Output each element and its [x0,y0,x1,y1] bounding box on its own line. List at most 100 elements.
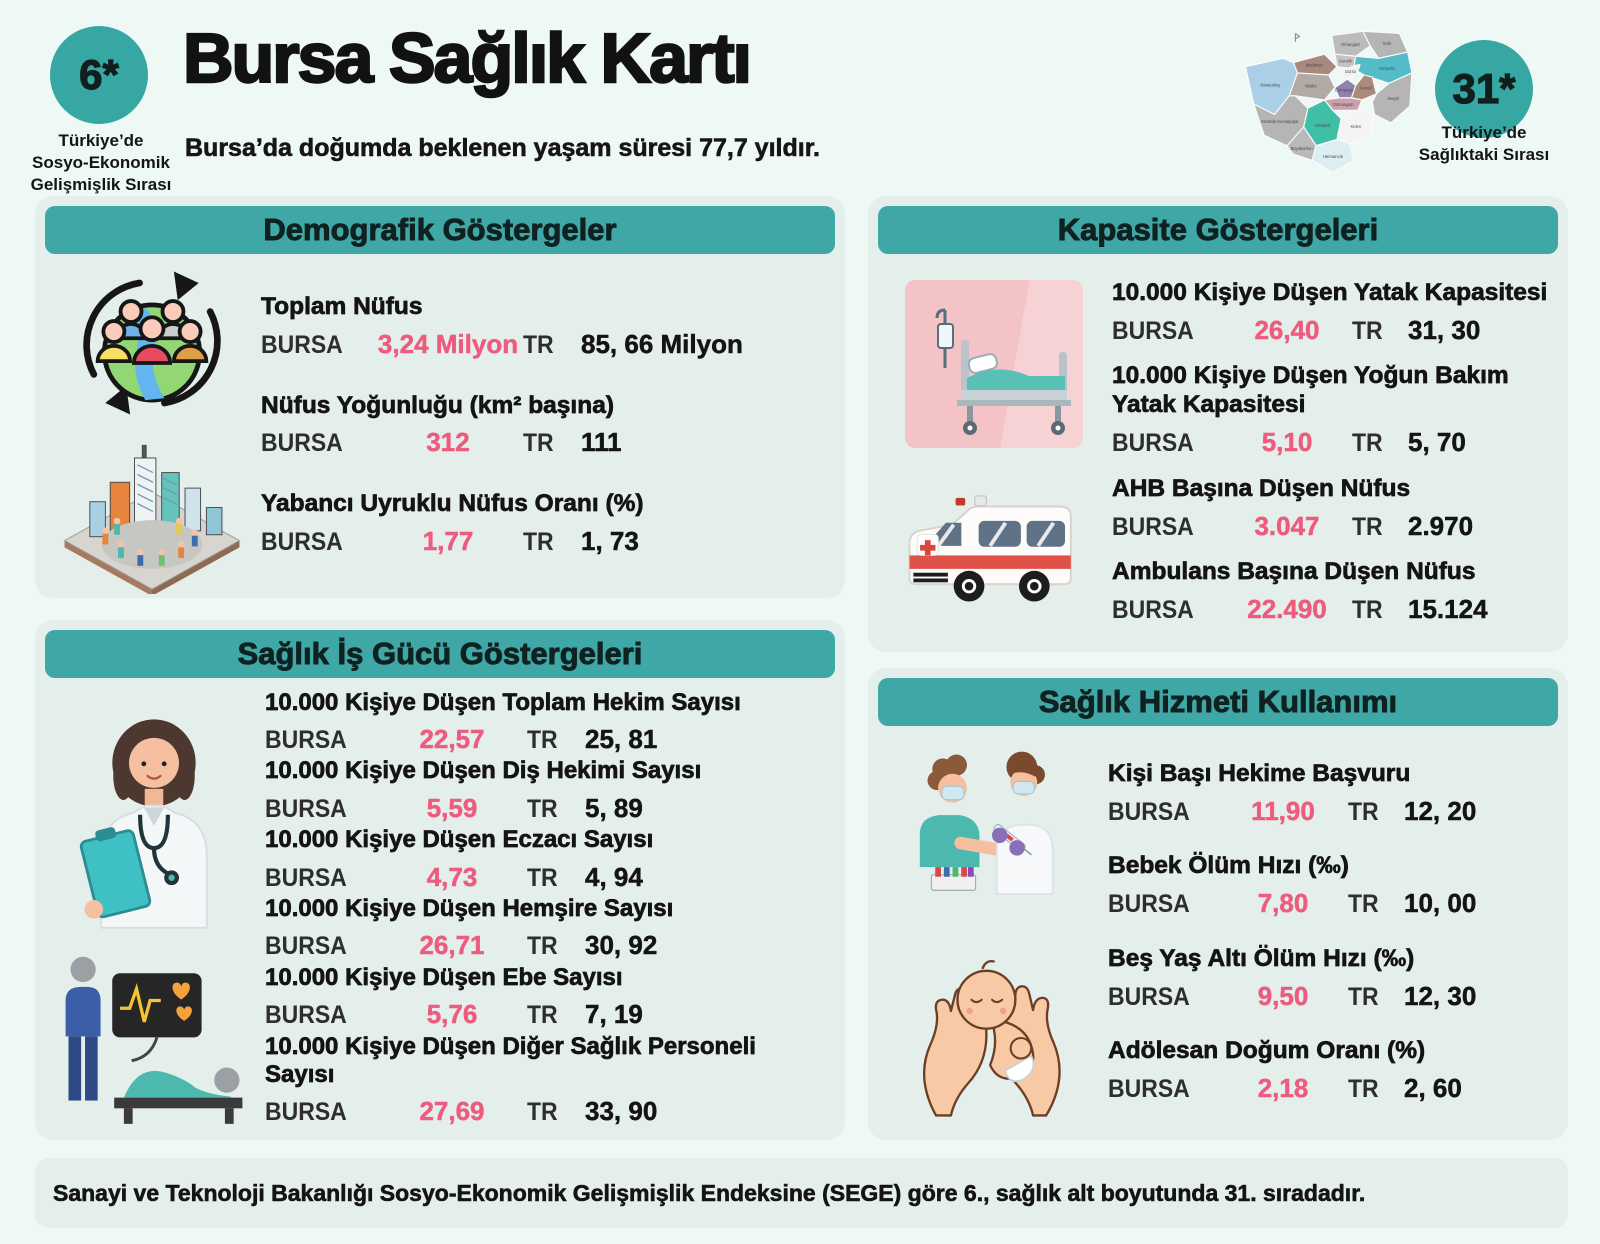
bursa-value: 5,10 [1261,427,1313,458]
bursa-value: 9,50 [1257,980,1309,1011]
metric-label: Toplam Nüfus [261,293,423,321]
north-arrow-icon [1294,32,1301,42]
svg-text:Osmangazi: Osmangazi [1335,88,1356,93]
bursa-label: BURSA [261,331,343,360]
metric-hekim: 10.000 Kişiye Düşen Toplam Hekim Sayısı … [265,688,829,755]
tr-label: TR [1352,316,1383,345]
footer-note: Sanayi ve Teknoloji Bakanlığı Sosyo-Ekon… [35,1158,1568,1228]
tr-value: 5, 70 [1408,427,1466,458]
bursa-label: BURSA [1108,890,1190,919]
tr-label: TR [1348,1075,1379,1104]
metric-label: Ambulans Başına Düşen Nüfus [1112,558,1476,586]
bursa-label: BURSA [1112,316,1194,345]
metric-label: 10.000 Kişiye Düşen Eczacı Sayısı [265,826,654,854]
tr-label: TR [527,932,558,961]
metric-label: 10.000 Kişiye Düşen Yoğun Bakım Yatak Ka… [1112,362,1509,419]
bursa-district-map: Orhangazi İznik Gemlik Yenişehir Mudanya Kara… [1233,22,1415,180]
metric-bes-yas-alti: Beş Yaş Altı Ölüm Hızı (‰) BURSA 9,50 TR… [1108,944,1552,1012]
hospital-bed-icon [905,280,1083,448]
metric-yogun-bakim: 10.000 Kişiye Düşen Yoğun Bakım Yatak Ka… [1112,362,1552,458]
patient-monitor-icon [52,944,256,1124]
footer-note-text: Sanayi ve Teknoloji Bakanlığı Sosyo-Ekon… [53,1179,1366,1206]
tr-label: TR [527,1098,558,1127]
baby-in-hands-icon [908,911,1076,1123]
tr-value: 31, 30 [1408,314,1481,345]
city-population-icon [54,424,250,594]
bursa-value: 7,80 [1257,888,1309,919]
bursa-value: 3,24 Milyon [377,329,519,360]
bursa-value: 11,90 [1251,795,1315,826]
panel-hizmet-kullanimi: Sağlık Hizmeti Kullanımı [868,668,1568,1140]
page-subtitle: Bursa’da doğumda beklenen yaşam süresi 7… [185,134,821,163]
svg-text:İznik: İznik [1383,41,1392,46]
tr-value: 5, 89 [585,792,643,823]
page-title: Bursa Sağlık Kartı [182,18,753,98]
svg-text:Yenişehir: Yenişehir [1378,66,1396,71]
health-rank-caption: Türkiye’de Sağlıktaki Sırası [1418,123,1550,165]
tr-value: 85, 66 Milyon [581,329,743,360]
metric-hekime-basvuru: Kişi Başı Hekime Başvuru BURSA 11,90 TR … [1108,759,1552,827]
bursa-label: BURSA [265,863,347,892]
panel-hizmet-kullanimi-title: Sağlık Hizmeti Kullanımı [878,678,1558,726]
panel-kapasite: Kapasite Göstergeleri [868,196,1568,652]
metric-label: 10.000 Kişiye Düşen Ebe Sayısı [265,963,623,992]
tr-label: TR [1352,512,1383,541]
metric-label: 10.000 Kişiye Düşen Yatak Kapasitesi [1112,278,1548,306]
bursa-value: 22,57 [419,723,485,755]
tr-label: TR [1348,890,1379,919]
metric-label: 10.000 Kişiye Düşen Diğer Sağlık Persone… [265,1032,757,1089]
metric-ebe: 10.000 Kişiye Düşen Ebe Sayısı BURSA 5,7… [265,964,829,1030]
metric-label: AHB Başına Düşen Nüfus [1112,474,1411,502]
tr-label: TR [523,429,554,458]
metric-yatak-kapasitesi: 10.000 Kişiye Düşen Yatak Kapasitesi BUR… [1112,278,1552,346]
bursa-label: BURSA [1112,429,1194,458]
panel-demografik: Demografik Göstergeler [35,196,845,598]
svg-text:Nilüfer: Nilüfer [1305,83,1318,88]
bursa-label: BURSA [1108,797,1190,826]
tr-value: 25, 81 [585,723,658,755]
metric-hemsire: 10.000 Kişiye Düşen Hemşire Sayısı BURSA… [265,895,829,961]
tr-label: TR [523,527,554,556]
bursa-label: BURSA [261,527,343,556]
bursa-value: 312 [426,427,470,458]
tr-label: TR [527,794,558,823]
sege-rank-value: 6* [79,50,120,98]
metric-label: 10.000 Kişiye Düşen Diş Hekimi Sayısı [265,757,702,785]
svg-text:İnegöl: İnegöl [1387,96,1398,101]
bursa-label: BURSA [1108,1075,1190,1104]
tr-label: TR [1348,982,1379,1011]
svg-text:Karacabey: Karacabey [1261,82,1282,87]
tr-label: TR [1348,797,1379,826]
tr-value: 12, 30 [1404,980,1477,1011]
tr-value: 30, 92 [585,930,658,961]
tr-value: 33, 90 [585,1096,658,1127]
metric-toplam-nufus: Toplam Nüfus BURSA 3,24 Milyon TR 85, 66… [261,293,829,360]
metric-label: Bebek Ölüm Hızı (‰) [1108,852,1350,880]
tr-label: TR [1352,596,1383,625]
tr-label: TR [1352,429,1383,458]
tr-label: TR [523,331,554,360]
bursa-label: BURSA [1112,512,1194,541]
svg-text:Orhangazi: Orhangazi [1341,42,1360,47]
metric-ambulans-nufus: Ambulans Başına Düşen Nüfus BURSA 22.490… [1112,558,1552,625]
tr-value: 2, 60 [1404,1073,1462,1104]
bursa-label: BURSA [265,932,347,961]
bursa-value: 4,73 [426,861,478,892]
tr-value: 1, 73 [581,525,639,556]
metric-label: 10.000 Kişiye Düşen Toplam Hekim Sayısı [265,688,741,716]
sege-rank-badge: 6* [50,26,148,124]
metric-label: Adölesan Doğum Oranı (%) [1108,1037,1426,1065]
population-cycle-icon [71,262,233,424]
tr-value: 12, 20 [1404,795,1477,826]
bursa-value: 26,40 [1254,314,1320,345]
metric-adolesan-dogum: Adölesan Doğum Oranı (%) BURSA 2,18 TR 2… [1108,1037,1552,1104]
metric-label: Kişi Başı Hekime Başvuru [1108,759,1411,787]
bursa-value: 5,59 [426,792,478,823]
svg-text:Büyükorhan: Büyükorhan [1291,146,1314,151]
panel-is-gucu: Sağlık İş Gücü Göstergeleri [35,620,845,1140]
metric-label: 10.000 Kişiye Düşen Hemşire Sayısı [265,895,674,923]
metric-eczaci: 10.000 Kişiye Düşen Eczacı Sayısı BURSA … [265,826,829,892]
panel-demografik-title: Demografik Göstergeler [45,206,835,254]
metric-label: Nüfus Yoğunluğu (km² başına) [261,391,615,419]
svg-text:Harmancık: Harmancık [1323,154,1344,159]
